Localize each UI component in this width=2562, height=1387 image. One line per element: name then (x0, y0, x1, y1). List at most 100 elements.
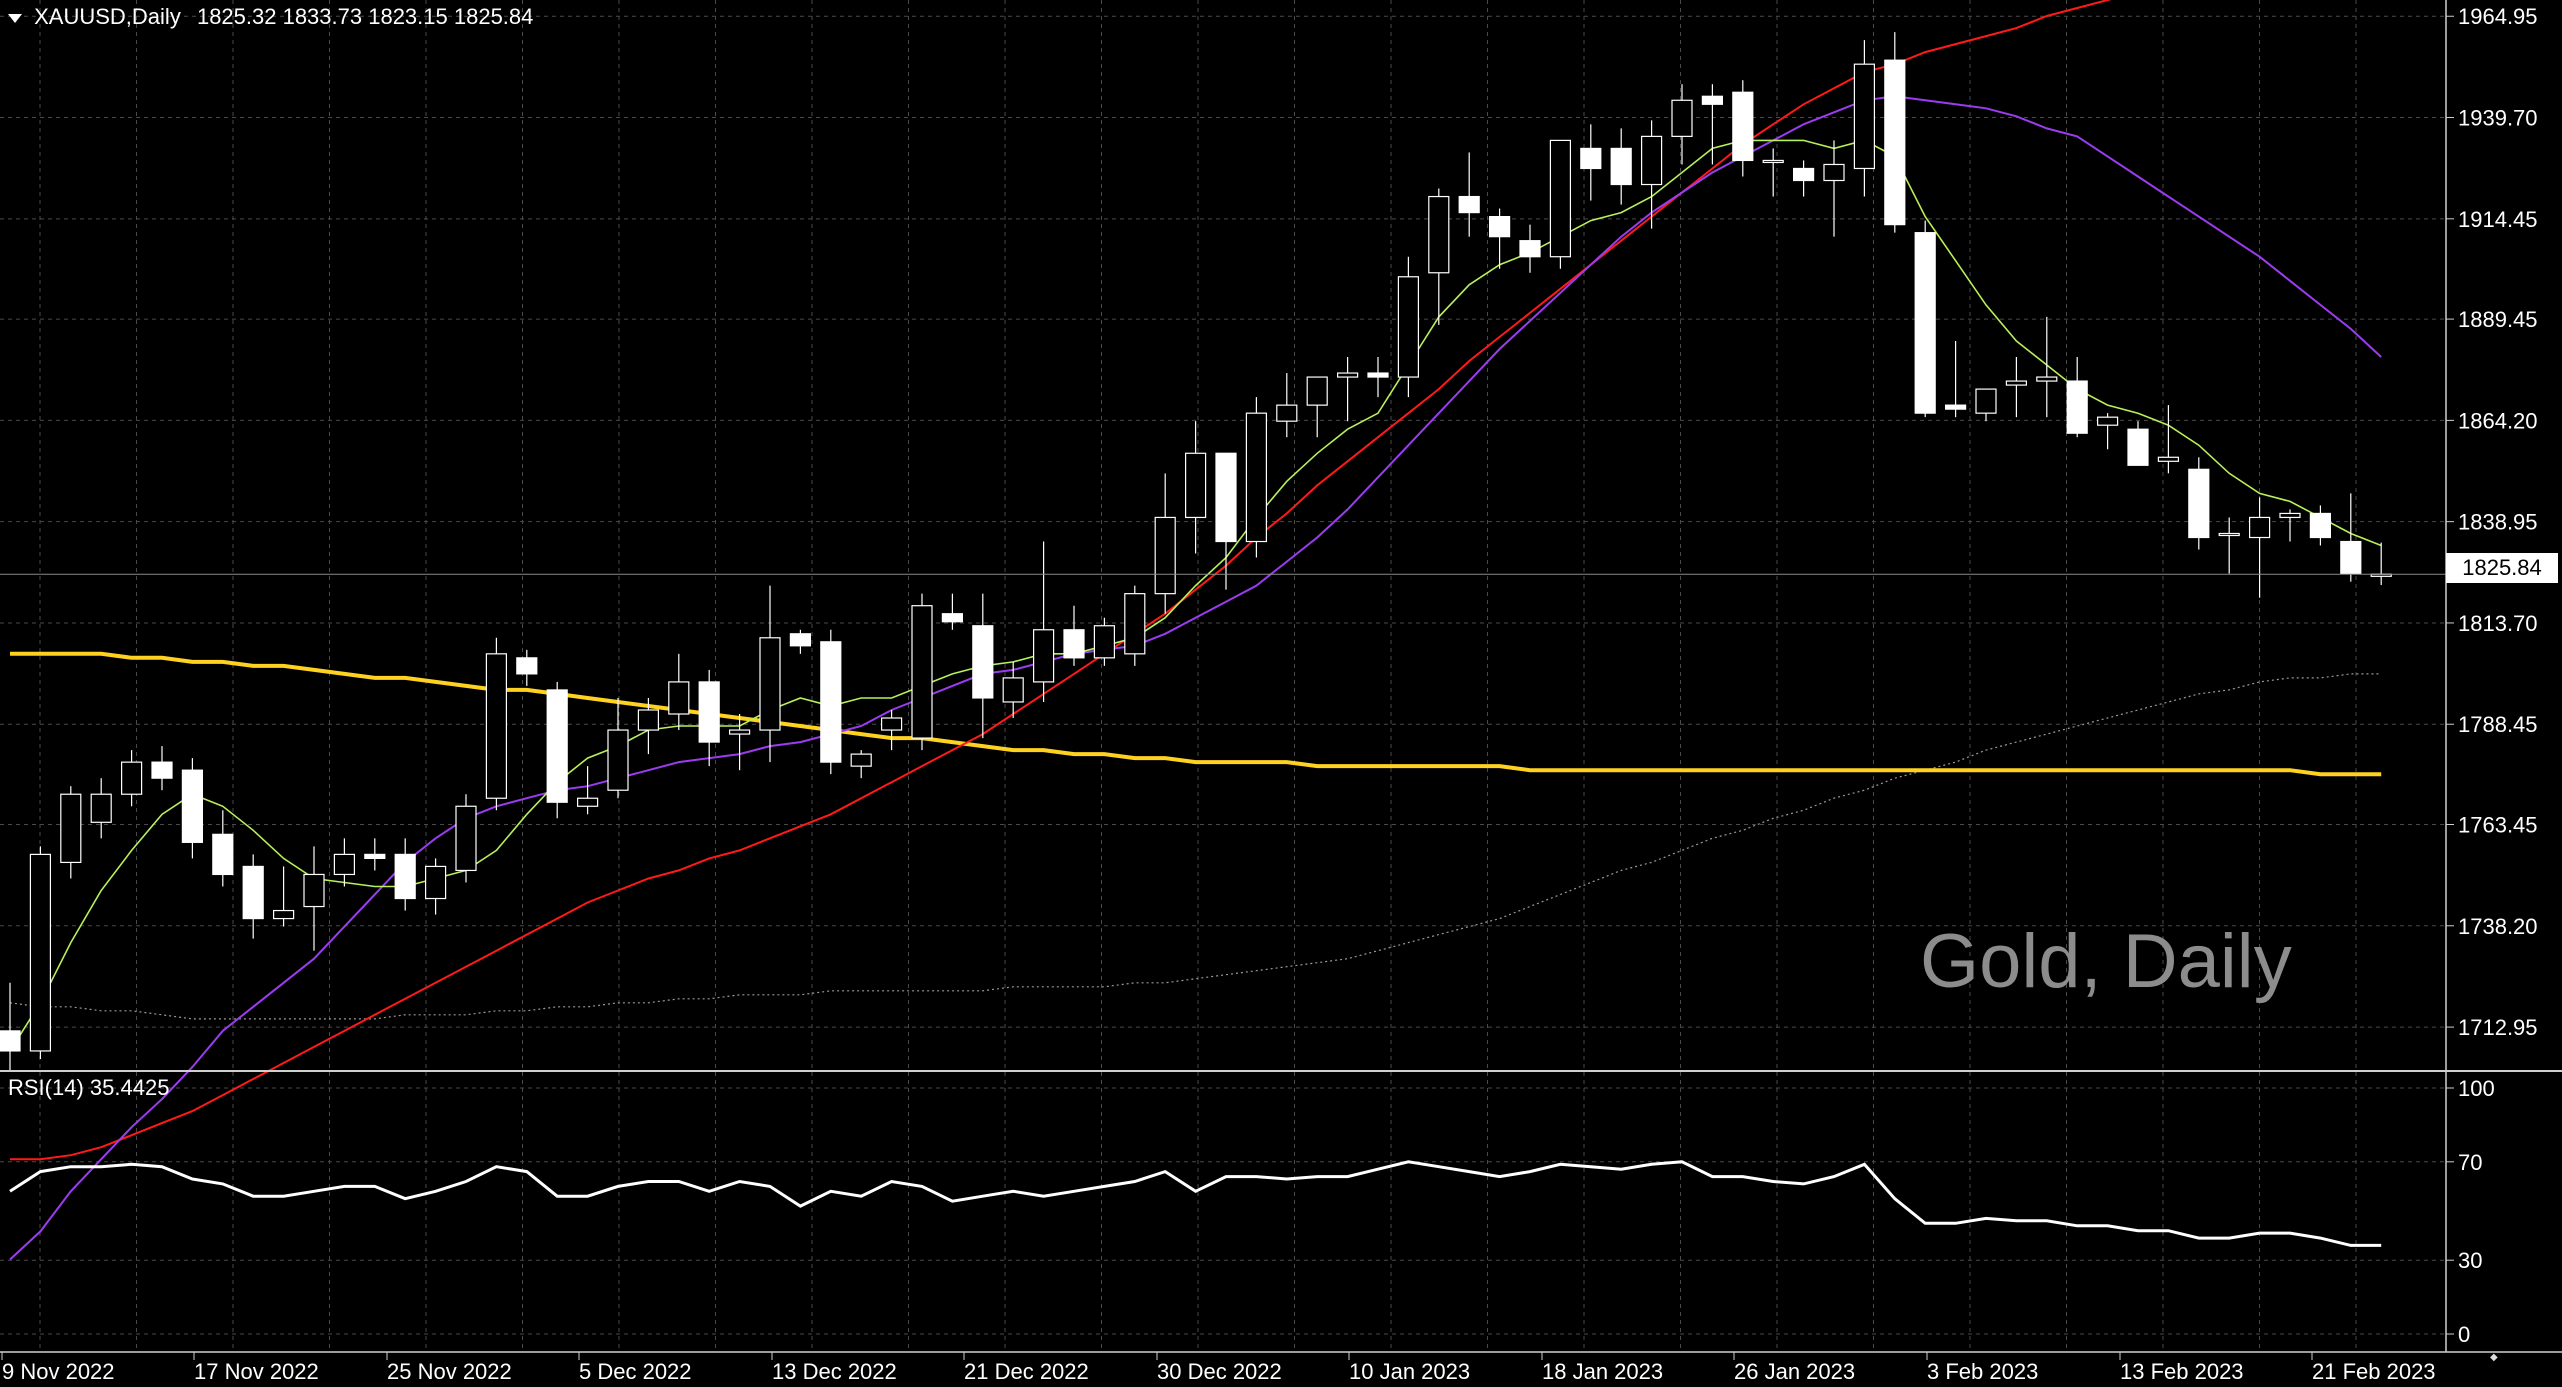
candle-body (2340, 540, 2362, 575)
candle-body (2249, 516, 2271, 539)
candle-body (820, 641, 842, 763)
date-tick-label: 5 Dec 2022 (579, 1359, 692, 1384)
date-tick-label: 25 Nov 2022 (387, 1359, 512, 1384)
candle-body (1549, 139, 1572, 258)
price-tick-label: 1738.20 (2458, 914, 2538, 939)
candle-body (1124, 593, 1146, 655)
candle-body (60, 793, 82, 864)
candle-body (607, 729, 629, 791)
candle-body (2066, 380, 2088, 434)
candle-body (2279, 512, 2301, 519)
candle-body (1701, 95, 1724, 105)
candle-body (273, 909, 295, 920)
candle-body (2309, 512, 2331, 539)
date-tick-label: 3 Feb 2023 (1927, 1359, 2038, 1384)
candle-body (1732, 91, 1754, 162)
candle-body (1944, 404, 1967, 410)
candle-body (576, 797, 599, 807)
candle-body (1975, 388, 1997, 414)
candle-body (1792, 167, 1815, 182)
candle-body (1853, 63, 1876, 170)
candle-body (242, 865, 264, 920)
candle-body (1397, 276, 1420, 378)
candle-body (2157, 456, 2179, 462)
rsi-tick-label: 100 (2458, 1076, 2495, 1101)
candle-body (2188, 468, 2210, 539)
candle-body (941, 613, 964, 623)
price-tick-label: 1712.95 (2458, 1015, 2538, 1040)
candle-body (2127, 428, 2149, 466)
price-plot (0, 0, 2446, 1261)
current-price-badge: 1825.84 (2446, 553, 2558, 583)
price-tick-label: 1763.45 (2458, 813, 2538, 838)
ma-slow-line (10, 0, 2112, 1161)
candle-body (1640, 135, 1663, 186)
date-tick-label: 17 Nov 2022 (194, 1359, 319, 1384)
candle-body (728, 729, 751, 735)
candle-body (1032, 629, 1055, 683)
candle-body (29, 853, 51, 1052)
price-tick-label: 1864.20 (2458, 408, 2538, 433)
date-tick-label: 18 Jan 2023 (1542, 1359, 1663, 1384)
candle-body (1823, 163, 1845, 182)
price-tick-label: 1889.45 (2458, 307, 2538, 332)
candle-body (333, 853, 355, 876)
candle-body (455, 805, 477, 872)
candle-body (1914, 232, 1936, 414)
candle-body (2036, 376, 2058, 382)
brand-logo-icon: ◆ (2490, 1352, 2498, 1363)
ohlc-values: 1825.32 1833.73 1823.15 1825.84 (196, 4, 534, 29)
candle-body (1488, 216, 1511, 238)
ma-long-line (10, 651, 2382, 777)
candle-body (2097, 416, 2119, 426)
rsi-tick-label: 30 (2458, 1248, 2482, 1273)
candle-body (212, 833, 234, 876)
candle-body (1519, 240, 1541, 258)
candle-body (151, 761, 173, 779)
candle-body (90, 793, 112, 823)
candle-body (1884, 59, 1906, 226)
grid-lines (0, 0, 2446, 1352)
rsi-plot (9, 1160, 2382, 1247)
candle-body (880, 717, 903, 731)
price-tick-label: 1788.45 (2458, 712, 2538, 737)
candle-body (1336, 372, 1359, 378)
candle-body (2218, 532, 2240, 537)
candle-body (394, 853, 416, 900)
candle-body (1154, 516, 1176, 595)
candle-body (1580, 147, 1602, 170)
candle-body (789, 633, 812, 647)
candle-body (485, 653, 507, 799)
price-tick-label: 1964.95 (2458, 4, 2538, 29)
candle-body (759, 637, 781, 731)
symbol-label: XAUUSD,Daily (34, 4, 181, 29)
date-tick-label: 30 Dec 2022 (1157, 1359, 1282, 1384)
candle-body (1458, 195, 1480, 214)
rsi-tick-label: 0 (2458, 1322, 2470, 1347)
chart-watermark: Gold, Daily (1920, 919, 2292, 1004)
candle-body (1215, 452, 1237, 543)
candle-body (1063, 629, 1085, 659)
candle-body (2005, 380, 2028, 386)
candle-body (181, 769, 203, 843)
candle-body (0, 1030, 21, 1052)
date-tick-label: 13 Dec 2022 (772, 1359, 897, 1384)
collapse-triangle-icon[interactable] (8, 13, 22, 23)
price-tick-label: 1813.70 (2458, 611, 2538, 636)
candle-body (1306, 376, 1328, 406)
candle-body (1184, 452, 1207, 519)
candle-body (698, 681, 720, 743)
date-tick-label: 21 Feb 2023 (2312, 1359, 2436, 1384)
date-tick-label: 13 Feb 2023 (2120, 1359, 2244, 1384)
price-tick-label: 1838.95 (2458, 510, 2538, 535)
rsi-line (9, 1160, 2382, 1247)
candle-body (668, 681, 690, 715)
price-tick-label: 1914.45 (2458, 207, 2538, 232)
candle-body (546, 689, 568, 803)
date-tick-label: 26 Jan 2023 (1734, 1359, 1855, 1384)
chart-header: XAUUSD,Daily 1825.32 1833.73 1823.15 182… (8, 4, 533, 30)
date-tick-label: 9 Nov 2022 (2, 1359, 115, 1384)
candle-body (1671, 99, 1693, 137)
candle-body (972, 625, 994, 699)
